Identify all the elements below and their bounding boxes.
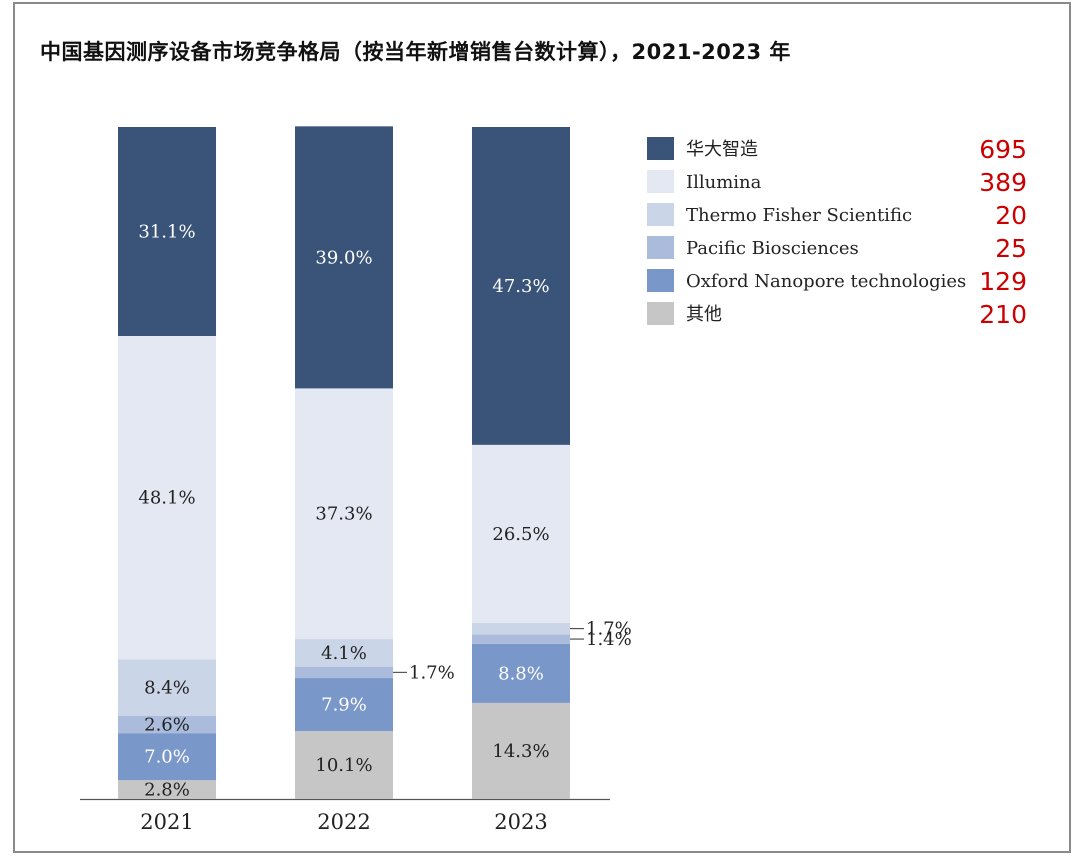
data-label: 39.0%	[315, 247, 372, 268]
bar-segment-2023-4	[472, 444, 570, 623]
data-label: 14.3%	[492, 741, 549, 762]
data-label: 8.4%	[144, 677, 190, 698]
legend-count-annotation: 695	[979, 135, 1027, 164]
legend-swatch	[647, 302, 674, 325]
legend-swatch	[647, 137, 674, 160]
data-label: 2.6%	[144, 714, 190, 735]
bar-segment-2023-2	[472, 634, 570, 644]
data-label: 10.1%	[315, 755, 372, 776]
data-label: 47.3%	[492, 276, 549, 297]
legend-count-annotation: 210	[979, 300, 1027, 329]
data-label: 1.7%	[409, 662, 455, 683]
legend-count-annotation: 25	[995, 234, 1027, 263]
data-label: 7.0%	[144, 747, 190, 768]
bar-segment-2022-4	[295, 388, 393, 640]
legend-label: Oxford Nanopore technologies	[686, 271, 966, 292]
data-label: 31.1%	[138, 221, 195, 242]
bar-segment-2021-4	[118, 335, 216, 660]
bar-segment-2023-1	[472, 643, 570, 703]
bar-segment-2022-5	[295, 126, 393, 389]
x-tick-label: 2021	[140, 810, 193, 834]
legend-label: Illumina	[686, 172, 762, 193]
chart-title: 中国基因测序设备市场竞争格局（按当年新增销售台数计算），2021-2023 年	[40, 40, 791, 64]
x-tick-label: 2022	[317, 810, 370, 834]
legend-swatch	[647, 269, 674, 292]
bar-segment-2021-1	[118, 733, 216, 781]
legend-label: 华大智造	[686, 139, 758, 160]
bar-segment-2021-0	[118, 780, 216, 799]
legend-label: Pacific Biosciences	[686, 238, 859, 259]
bar-segment-2021-5	[118, 127, 216, 336]
data-label: 1.7%	[586, 619, 632, 640]
data-label: 48.1%	[138, 488, 195, 509]
data-label: 26.5%	[492, 524, 549, 545]
bar-segment-2021-2	[118, 715, 216, 734]
bar-segment-2023-3	[472, 622, 570, 635]
bar-segment-2023-5	[472, 127, 570, 445]
bar-segment-2022-3	[295, 639, 393, 667]
data-label: 8.8%	[498, 663, 544, 684]
bar-segment-2022-1	[295, 678, 393, 732]
bar-segment-2022-2	[295, 666, 393, 679]
legend-count-annotation: 20	[995, 201, 1027, 230]
data-label: 37.3%	[315, 504, 372, 525]
legend-label: 其他	[686, 304, 722, 325]
x-tick-label: 2023	[494, 810, 547, 834]
data-label: 1.4%	[586, 629, 632, 650]
bar-segment-2023-0	[472, 702, 570, 799]
legend-swatch	[647, 203, 674, 226]
legend-label: Thermo Fisher Scientific	[686, 205, 912, 226]
legend-count-annotation: 389	[979, 168, 1027, 197]
data-label: 4.1%	[321, 643, 367, 664]
legend-swatch	[647, 170, 674, 193]
legend-count-annotation: 129	[979, 267, 1027, 296]
data-label: 2.8%	[144, 780, 190, 801]
bar-segment-2021-3	[118, 659, 216, 716]
legend-swatch	[647, 236, 674, 259]
bar-segment-2022-0	[295, 731, 393, 799]
data-label: 7.9%	[321, 695, 367, 716]
